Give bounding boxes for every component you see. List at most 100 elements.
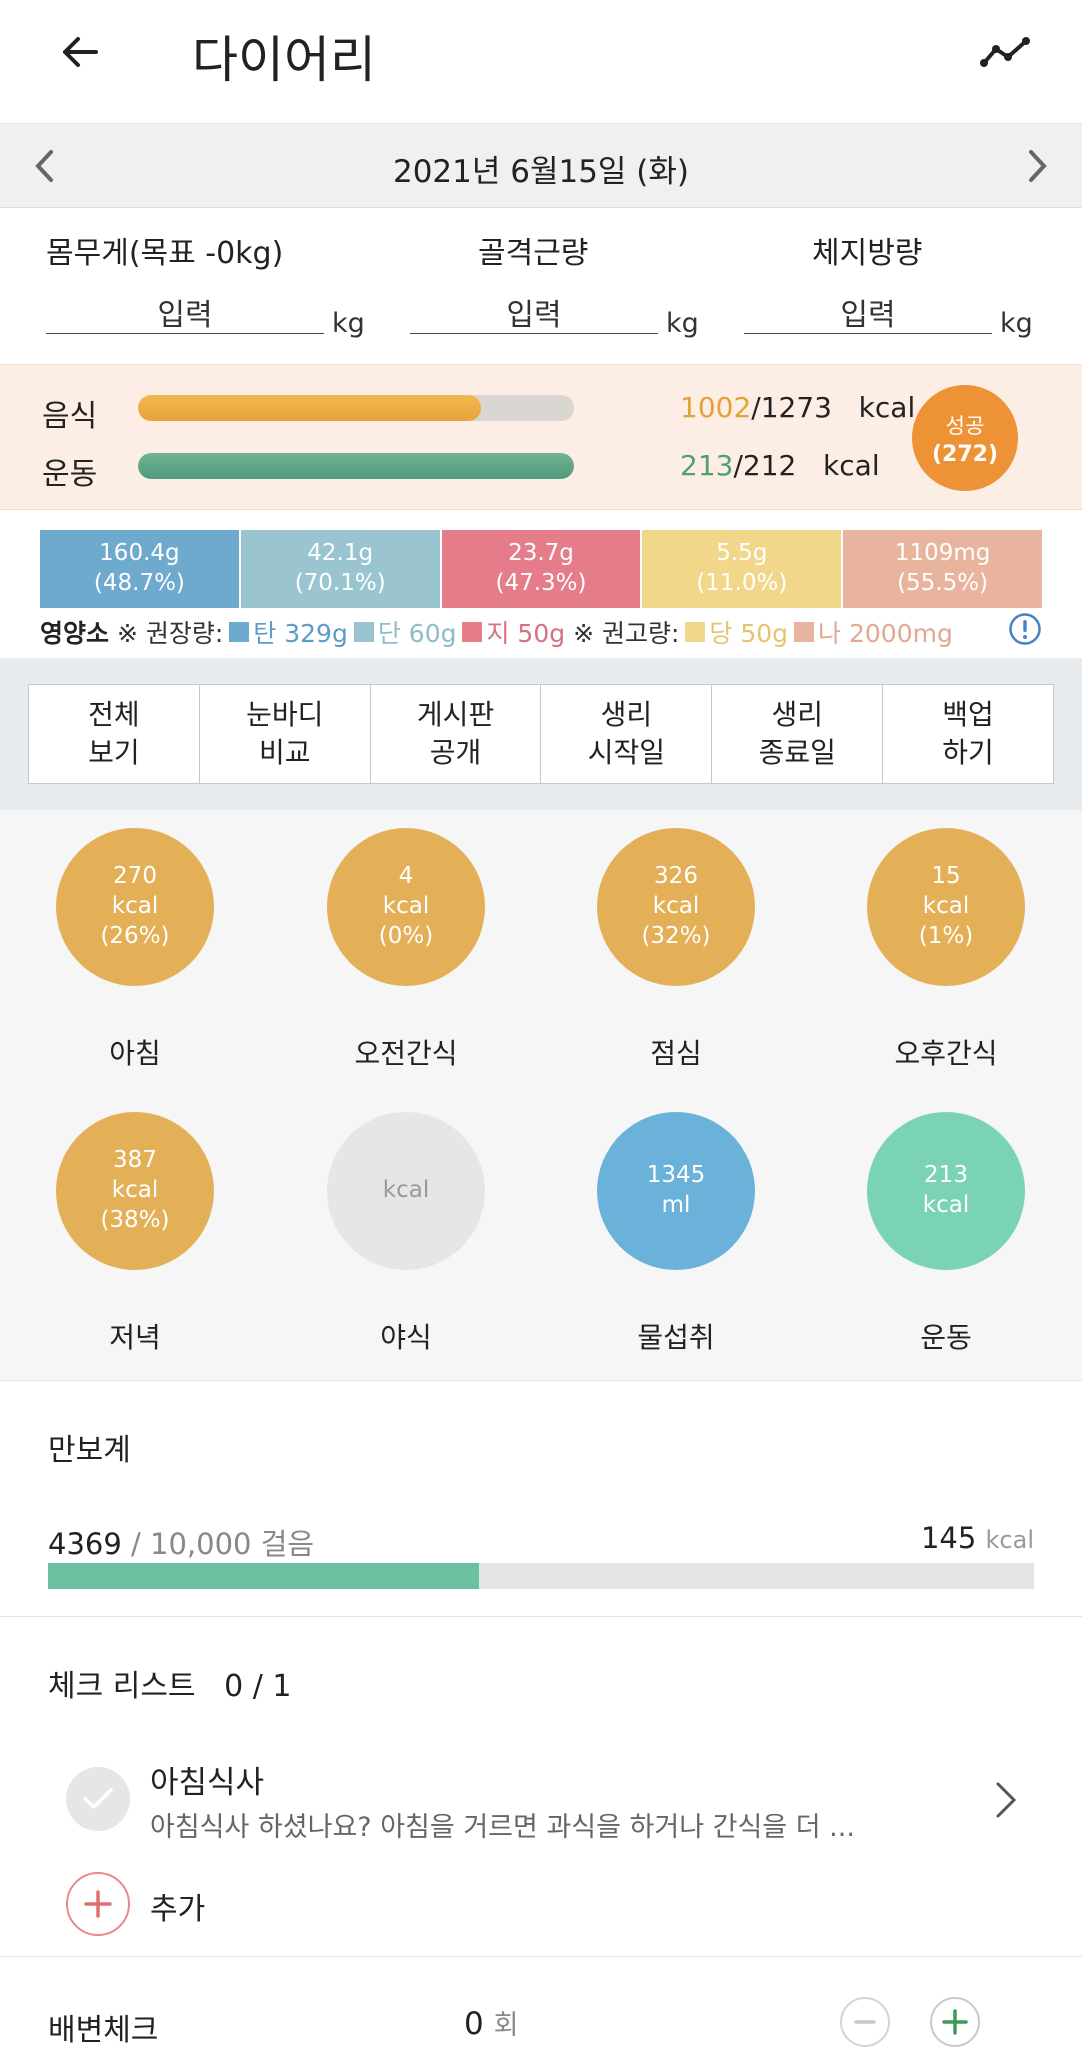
period-end-button[interactable]: 생리 종료일 xyxy=(712,685,884,783)
next-date-button[interactable] xyxy=(1008,136,1068,196)
calorie-summary[interactable]: 음식 1002/1273 kcal 운동 213/212 kcal 성공 (27… xyxy=(0,364,1082,510)
nutrient-segment: 1109mg (55.5%) xyxy=(843,530,1042,608)
chevron-right-icon[interactable] xyxy=(986,1777,1026,1823)
meal-label: 물섭취 xyxy=(637,1321,715,1354)
current-date[interactable]: 2021년 6월15일 (화) xyxy=(392,154,690,190)
checklist-item-desc[interactable]: 아침식사 하셨나요? 아침을 거르면 과식을 하거나 간식을 더 ... xyxy=(150,1812,855,1843)
meal-value: 1345 xyxy=(646,1162,706,1189)
exercise-label: 운동 xyxy=(42,457,98,492)
meal-circle[interactable]: 326 kcal (32%) xyxy=(597,828,755,986)
pedometer-steps: 4369 / 10,000 걸음 xyxy=(48,1521,314,1563)
nutrient-amount: 42.1g xyxy=(307,540,374,567)
chevron-left-icon xyxy=(35,150,53,182)
add-checklist-button[interactable] xyxy=(66,1872,130,1936)
exercise-kcal: 213/212 kcal xyxy=(680,449,880,482)
info-icon[interactable] xyxy=(1008,612,1042,646)
nutrient-bar[interactable]: 160.4g (48.7%) 42.1g (70.1%) 23.7g (47.3%) 5.5… xyxy=(40,530,1042,608)
steps-count: 4369 xyxy=(48,1527,122,1561)
bowel-count-value: 0 xyxy=(464,2006,484,2042)
muscle-unit: kg xyxy=(666,308,699,339)
weight-input[interactable]: 입력 xyxy=(46,290,324,334)
view-all-button[interactable]: 전체 보기 xyxy=(29,685,200,783)
meal-value: 15 xyxy=(931,863,961,890)
food-progress-bar xyxy=(138,395,574,421)
food-target: /1273 xyxy=(751,391,832,424)
pedometer-section: 만보계 4369 / 10,000 걸음 145 kcal xyxy=(0,1380,1082,1616)
bowel-increment-button[interactable] xyxy=(930,1997,980,2047)
meal-circle[interactable]: 213 kcal xyxy=(867,1112,1025,1270)
meal-circle[interactable]: kcal xyxy=(327,1112,485,1270)
exercise-current: 213 xyxy=(680,449,734,482)
check-icon xyxy=(83,1788,113,1809)
trend-line-icon xyxy=(980,37,1030,67)
bowel-check-section: 배변체크 0 회 xyxy=(0,1956,1082,2057)
bowel-count-unit: 회 xyxy=(493,2010,519,2041)
plus-icon xyxy=(942,2009,968,2035)
bowel-decrement-button[interactable] xyxy=(840,1997,890,2047)
pedometer-kcal-value: 145 xyxy=(920,1521,977,1555)
meal-circle[interactable]: 4 kcal (0%) xyxy=(327,828,485,986)
nutrient-percent: (70.1%) xyxy=(294,570,386,596)
food-current: 1002 xyxy=(680,391,752,424)
fat-input[interactable]: 입력 xyxy=(744,290,992,334)
meal-unit: kcal xyxy=(922,893,970,920)
meal-pct: (32%) xyxy=(641,922,711,949)
meal-value: 326 xyxy=(654,863,698,890)
trend-button[interactable] xyxy=(976,22,1036,82)
pedometer-progress-fill xyxy=(48,1563,479,1589)
recommend-label: ※ 권장량: xyxy=(116,619,224,648)
food-progress-fill xyxy=(138,395,482,421)
back-button[interactable] xyxy=(50,22,110,82)
meal-circle[interactable]: 1345 ml xyxy=(597,1112,755,1270)
sodium-swatch xyxy=(794,622,815,642)
muscle-input[interactable]: 입력 xyxy=(410,290,658,334)
meal-unit: ml xyxy=(661,1192,691,1218)
food-label: 음식 xyxy=(42,399,98,434)
weight-goal: (목표 -0kg) xyxy=(128,236,284,271)
exercise-target: /212 xyxy=(733,449,797,482)
plus-icon xyxy=(84,1890,112,1918)
meal-circle[interactable]: 270 kcal (26%) xyxy=(56,828,214,986)
sugar-advise: 당 50g xyxy=(709,619,789,648)
meal-label: 아침 xyxy=(109,1037,161,1070)
meal-label: 오전간식 xyxy=(354,1037,458,1070)
nutrient-percent: (47.3%) xyxy=(495,570,587,596)
meal-value: 213 xyxy=(924,1162,968,1189)
exercise-progress-bar xyxy=(138,453,574,479)
meal-circle[interactable]: 15 kcal (1%) xyxy=(867,828,1025,986)
pedometer-title: 만보계 xyxy=(48,1433,131,1468)
prev-date-button[interactable] xyxy=(14,136,74,196)
nutrient-percent: (48.7%) xyxy=(93,570,185,596)
checklist-item-checkbox[interactable] xyxy=(66,1767,130,1831)
fat-label: 체지방량 xyxy=(812,236,923,271)
board-publish-button[interactable]: 게시판 공개 xyxy=(371,685,542,783)
food-unit: kcal xyxy=(858,391,916,424)
advise-label: ※ 권고량: xyxy=(573,619,680,648)
add-checklist-label[interactable]: 추가 xyxy=(150,1892,206,1927)
checklist-item-title[interactable]: 아침식사 xyxy=(150,1765,265,1801)
period-start-button[interactable]: 생리 시작일 xyxy=(541,685,713,783)
protein-recommend: 단 60g xyxy=(377,619,457,648)
nutrient-amount: 5.5g xyxy=(716,540,768,567)
success-badge: 성공 (272) xyxy=(912,385,1018,491)
nutrient-percent: (11.0%) xyxy=(696,570,788,596)
meal-unit: kcal xyxy=(652,893,700,920)
arrow-left-icon xyxy=(63,37,98,67)
checklist-count: 0 / 1 xyxy=(224,1669,292,1704)
meal-unit: kcal xyxy=(922,1192,970,1218)
fat-swatch xyxy=(462,622,483,642)
body-compare-button[interactable]: 눈바디 비교 xyxy=(200,685,371,783)
pedometer-progress-bar xyxy=(48,1563,1034,1589)
checklist-title: 체크 리스트 0 / 1 xyxy=(48,1661,292,1705)
pedometer-kcal-unit: kcal xyxy=(985,1526,1034,1554)
meal-pct: (26%) xyxy=(100,922,170,949)
sugar-swatch xyxy=(685,622,706,642)
nutrient-segment: 160.4g (48.7%) xyxy=(40,530,241,608)
nutrient-amount: 23.7g xyxy=(508,540,574,567)
meal-circle[interactable]: 387 kcal (38%) xyxy=(56,1112,214,1270)
meal-value: 270 xyxy=(113,863,157,890)
action-button-grid: 전체 보기 눈바디 비교 게시판 공개 생리 시작일 생리 종료일 백업 하기 xyxy=(28,684,1054,784)
meal-label: 오후간식 xyxy=(894,1037,998,1070)
backup-button[interactable]: 백업 하기 xyxy=(942,698,994,769)
checklist-section: 체크 리스트 0 / 1 아침식사 아침식사 하셨나요? 아침을 거르면 과식을… xyxy=(0,1616,1082,1956)
